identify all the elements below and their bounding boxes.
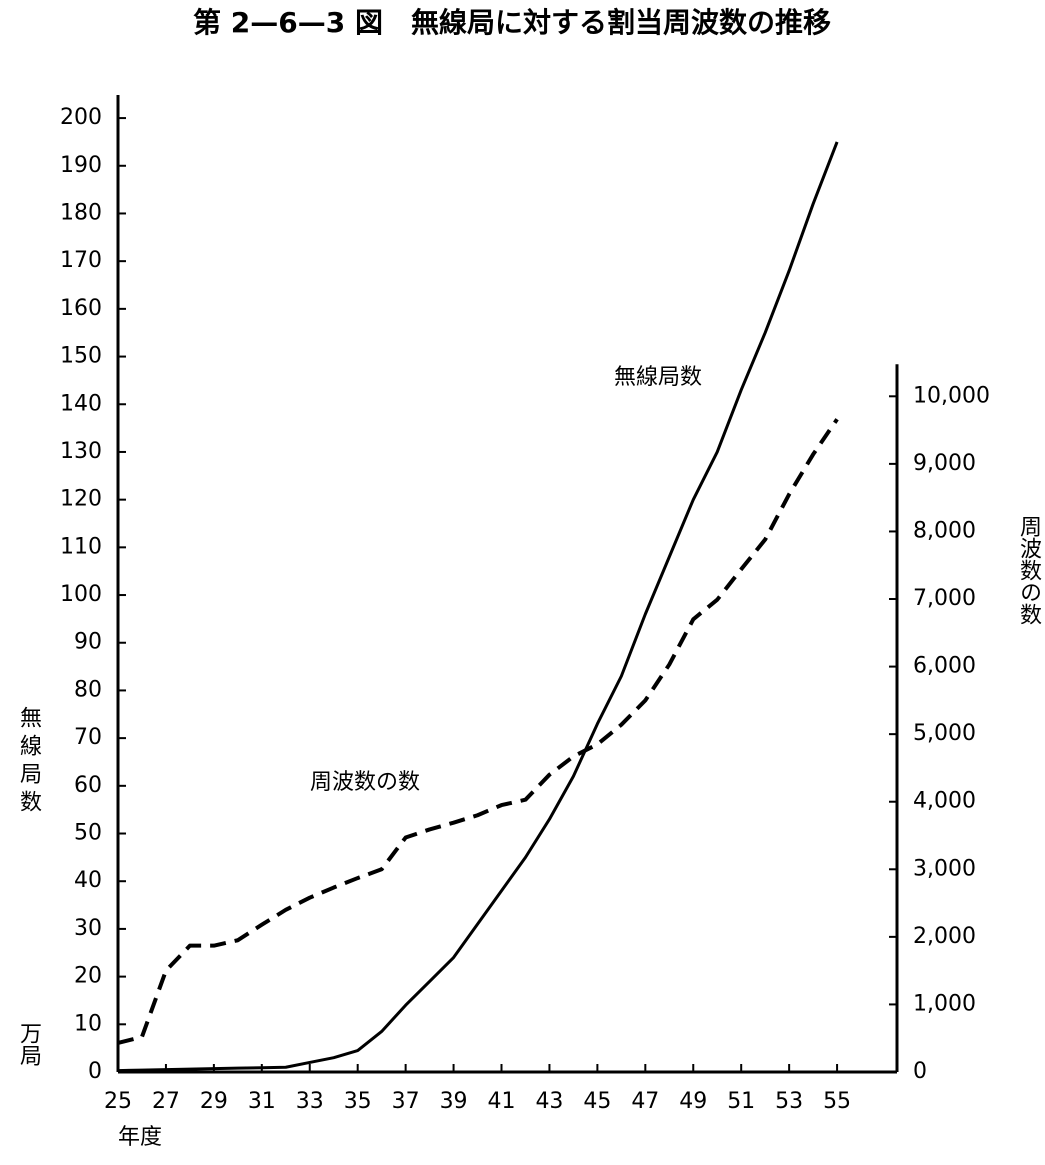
y-tick-label: 140: [60, 391, 102, 416]
y-axis-label: 無線局数: [16, 706, 42, 818]
y2-tick-label: 7,000: [913, 586, 976, 611]
x-axis-label: 年度: [118, 1125, 162, 1150]
y-tick-label: 60: [74, 773, 102, 798]
series-annotation: 周波数の数: [310, 770, 420, 795]
y2-tick-label: 2,000: [913, 924, 976, 949]
y-tick-label: 50: [74, 821, 102, 846]
x-tick-label: 33: [296, 1089, 324, 1114]
x-tick-label: 55: [823, 1089, 851, 1114]
y-tick-label: 180: [60, 200, 102, 225]
y-tick-label: 70: [74, 725, 102, 750]
y2-tick-label: 1,000: [913, 991, 976, 1016]
y-tick-label: 20: [74, 964, 102, 989]
x-tick-label: 25: [104, 1089, 132, 1114]
y2-tick-label: 3,000: [913, 856, 976, 881]
y-tick-label: 80: [74, 677, 102, 702]
y2-tick-label: 8,000: [913, 518, 976, 543]
y-tick-label: 0: [88, 1059, 102, 1084]
x-tick-label: 35: [344, 1089, 372, 1114]
y-tick-label: 160: [60, 296, 102, 321]
series-line: [117, 418, 839, 1045]
y2-tick-label: 0: [913, 1059, 927, 1084]
x-tick-label: 49: [679, 1089, 707, 1114]
x-tick-label: 45: [583, 1089, 611, 1114]
x-tick-label: 47: [631, 1089, 659, 1114]
y-tick-label: 40: [74, 868, 102, 893]
y-tick-label: 190: [60, 153, 102, 178]
y2-tick-label: 4,000: [913, 789, 976, 814]
chart-title: 第 2—6—3 図 無線局に対する割当周波数の推移: [193, 6, 831, 39]
x-tick-label: 27: [152, 1089, 180, 1114]
y-tick-label: 130: [60, 439, 102, 464]
x-tick-label: 39: [440, 1089, 468, 1114]
x-tick-label: 37: [392, 1089, 420, 1114]
y-tick-label: 110: [60, 534, 102, 559]
y-tick-label: 10: [74, 1011, 102, 1036]
y-tick-label: 150: [60, 344, 102, 369]
series-annotation: 無線局数: [614, 365, 702, 390]
y-tick-label: 170: [60, 248, 102, 273]
x-tick-label: 29: [200, 1089, 228, 1114]
x-tick-label: 31: [248, 1089, 276, 1114]
y-axis-unit: 万局: [16, 1022, 42, 1066]
y-tick-label: 100: [60, 582, 102, 607]
x-tick-label: 43: [535, 1089, 563, 1114]
series-line: [117, 141, 839, 1073]
y-tick-label: 120: [60, 487, 102, 512]
x-tick-label: 51: [727, 1089, 755, 1114]
x-tick-label: 53: [775, 1089, 803, 1114]
y2-tick-label: 5,000: [913, 721, 976, 746]
y2-axis-label: 周波数の数: [1016, 515, 1042, 625]
x-tick-label: 41: [488, 1089, 516, 1114]
y-tick-label: 200: [60, 105, 102, 130]
y-tick-label: 90: [74, 630, 102, 655]
y2-tick-label: 10,000: [913, 383, 990, 408]
y2-tick-label: 6,000: [913, 654, 976, 679]
y-tick-label: 30: [74, 916, 102, 941]
y2-tick-label: 9,000: [913, 451, 976, 476]
